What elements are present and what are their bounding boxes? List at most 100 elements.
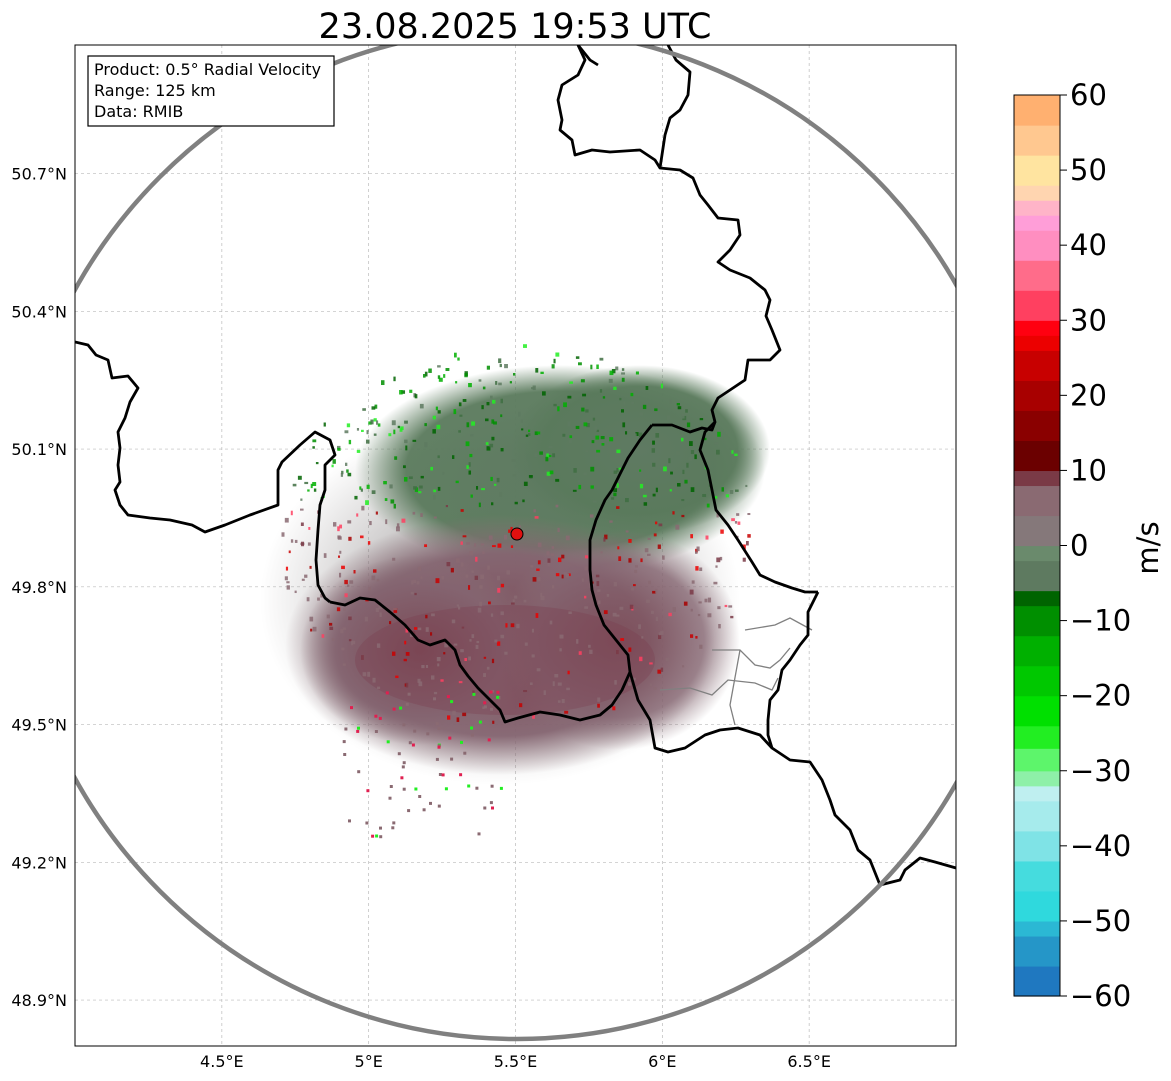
echo-pixel xyxy=(307,489,310,492)
echo-pixel xyxy=(482,551,485,554)
echo-pixel xyxy=(490,476,493,482)
echo-pixel xyxy=(309,565,312,569)
echo-pixel xyxy=(435,757,439,761)
echo-pixel xyxy=(573,468,577,473)
echo-pixel xyxy=(615,614,620,617)
echo-pixel xyxy=(553,358,556,364)
echo-pixel xyxy=(684,479,688,484)
echo-pixel xyxy=(590,485,594,489)
map-panel: 4.5°E 5°E 5.5°E 6°E 6.5°E 50.7°N 50.4°N 50.1°N… xyxy=(11,44,957,1071)
echo-pixel xyxy=(433,489,437,493)
echo-pixel xyxy=(397,752,401,756)
echo-pixel xyxy=(542,391,546,396)
echo-pixel xyxy=(580,379,585,383)
echo-pixel xyxy=(566,687,570,691)
echo-pixel xyxy=(590,364,593,370)
echo-pixel xyxy=(348,536,352,541)
echo-pixel xyxy=(364,616,368,622)
echo-pixel xyxy=(369,521,372,526)
echo-pixel xyxy=(719,556,723,561)
echo-pixel xyxy=(491,690,495,693)
echo-pixel xyxy=(366,439,370,444)
echo-pixel xyxy=(356,513,359,517)
echo-pixel xyxy=(300,508,304,511)
echo-pixel xyxy=(513,373,516,376)
echo-pixel xyxy=(648,580,652,585)
echo-pixel xyxy=(578,651,582,655)
colorbar-band xyxy=(1014,770,1060,787)
echo-pixel xyxy=(734,521,738,524)
info-product: Product: 0.5° Radial Velocity xyxy=(94,60,321,79)
echo-pixel xyxy=(467,784,471,788)
echo-pixel xyxy=(548,455,552,458)
echo-pixel xyxy=(658,632,661,636)
echo-pixel xyxy=(301,541,305,547)
echo-pixel xyxy=(332,459,336,464)
echo-pixel xyxy=(518,525,521,528)
echo-pixel xyxy=(452,710,456,716)
echo-pixel xyxy=(348,616,352,621)
echo-pixel xyxy=(618,556,622,561)
colorbar: −60 −50 −40 −30 −20 −10 0 10 20 30 40 50 60 m/s xyxy=(1013,78,1165,1013)
echo-pixel xyxy=(583,422,588,427)
echo-pixel xyxy=(613,470,618,474)
echo-pixel xyxy=(433,691,438,695)
echo-pixel xyxy=(686,422,691,428)
echo-pixel xyxy=(371,490,376,494)
echo-pixel xyxy=(475,786,479,790)
echo-pixel xyxy=(677,406,682,410)
echo-pixel xyxy=(597,703,600,708)
echo-pixel xyxy=(666,415,670,420)
echo-pixel xyxy=(360,535,364,539)
echo-pixel xyxy=(465,441,470,447)
echo-pixel xyxy=(437,727,441,730)
echo-pixel xyxy=(420,475,424,479)
echo-pixel xyxy=(443,374,446,378)
echo-pixel xyxy=(713,496,718,499)
echo-pixel xyxy=(483,806,487,810)
echo-pixel xyxy=(401,390,406,394)
echo-pixel xyxy=(286,581,290,584)
echo-pixel xyxy=(747,534,751,538)
colorbar-band xyxy=(1014,665,1060,697)
echo-pixel xyxy=(397,425,401,429)
echo-pixel xyxy=(372,677,376,683)
echo-pixel xyxy=(458,430,461,433)
echo-pixel xyxy=(344,430,349,434)
echo-pixel xyxy=(617,546,620,550)
echo-pixel xyxy=(655,521,658,525)
lat-tick-label: 50.4°N xyxy=(11,302,67,321)
echo-pixel xyxy=(362,408,366,411)
echo-pixel xyxy=(438,377,443,382)
echo-pixel xyxy=(557,527,560,533)
echo-pixel xyxy=(412,511,416,515)
echo-pixel xyxy=(468,462,471,467)
echo-pixel xyxy=(460,740,463,744)
echo-pixel xyxy=(424,442,428,448)
echo-pixel xyxy=(378,604,383,610)
echo-pixel xyxy=(396,523,400,528)
echo-pixel xyxy=(432,415,436,420)
colorbar-tick-label: 10 xyxy=(1070,453,1107,487)
echo-pixel xyxy=(357,726,360,730)
echo-pixel xyxy=(518,411,521,417)
echo-pixel xyxy=(361,505,365,511)
echo-pixel xyxy=(389,484,393,489)
echo-pixel xyxy=(337,526,340,532)
echo-pixel xyxy=(483,673,486,678)
echo-pixel xyxy=(602,396,606,399)
echo-pixel xyxy=(470,726,473,730)
echo-pixel xyxy=(477,607,482,613)
echo-pixel xyxy=(336,607,341,612)
echo-pixel xyxy=(535,613,539,618)
echo-pixel xyxy=(668,458,671,464)
echo-pixel xyxy=(642,404,647,410)
echo-pixel xyxy=(628,647,632,652)
echo-pixel xyxy=(642,494,647,498)
echo-pixel xyxy=(426,732,430,736)
echo-pixel xyxy=(652,462,656,467)
echo-pixel xyxy=(436,657,441,662)
echo-pixel xyxy=(717,606,721,610)
echo-pixel xyxy=(616,449,621,454)
echo-pixel xyxy=(634,569,638,574)
